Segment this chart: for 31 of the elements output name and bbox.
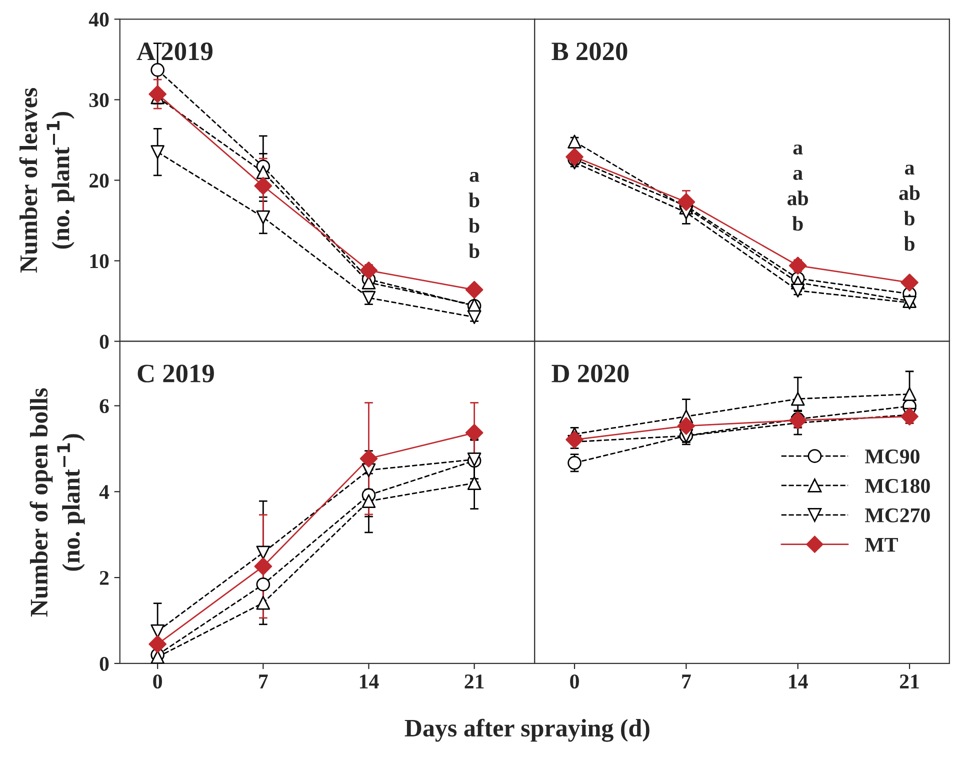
legend-label: MC180 bbox=[865, 478, 930, 493]
x-tick-label: 21 bbox=[900, 674, 919, 688]
y-tick-label: 40 bbox=[88, 12, 109, 27]
legend-label: MT bbox=[865, 538, 898, 552]
text: C 2019 bbox=[138, 364, 214, 382]
legend-label: MC270 bbox=[865, 508, 930, 522]
y-tick-label: 20 bbox=[90, 174, 109, 188]
x-tick-label: 14 bbox=[789, 674, 808, 688]
x-tick-label: 0 bbox=[153, 674, 162, 689]
x-axis-title: Days after spraying (d) bbox=[404, 718, 650, 742]
legend-label: MC90 bbox=[865, 449, 920, 464]
y-tick-label: 0 bbox=[100, 334, 109, 349]
annotation: a a ab b bbox=[788, 144, 808, 231]
y-axis-title: Number of leaves (no. plant$^{−1}$) bbox=[19, 88, 74, 273]
text: D 2020 bbox=[552, 364, 629, 382]
y-tick-label: 4 bbox=[99, 485, 110, 499]
x-tick-label: 7 bbox=[259, 674, 268, 688]
y-tick-label: 30 bbox=[89, 93, 109, 108]
y-tick-label: 0 bbox=[100, 656, 109, 671]
y-axis-title: Number of open bolls (no. plant$^{−1}$) bbox=[30, 388, 85, 617]
annotation: a b b b bbox=[468, 172, 480, 258]
text: B 2020 bbox=[552, 42, 628, 60]
annotation: a ab b b bbox=[899, 164, 920, 251]
x-tick-label: 14 bbox=[360, 674, 379, 688]
x-tick-label: 0 bbox=[570, 674, 579, 689]
y-tick-label: 6 bbox=[100, 399, 109, 414]
y-tick-label: 10 bbox=[90, 254, 109, 268]
text: A 2019 bbox=[136, 42, 212, 60]
x-tick-label: 7 bbox=[682, 674, 691, 688]
y-tick-label: 2 bbox=[100, 570, 109, 585]
x-tick-label: 21 bbox=[464, 674, 484, 688]
